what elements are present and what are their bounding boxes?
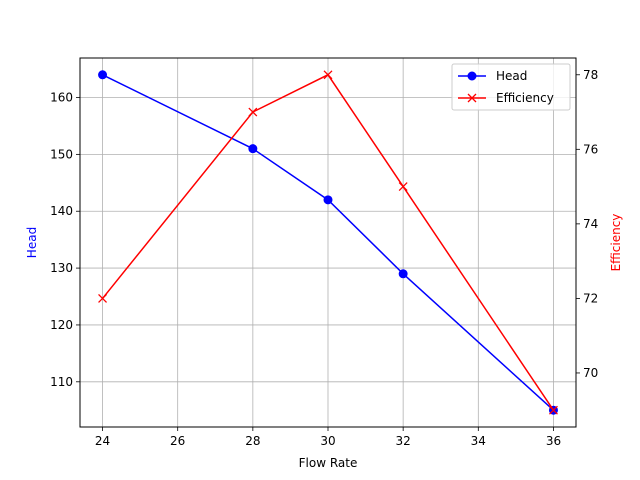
data-point: [98, 70, 108, 80]
x-tick-label: 36: [546, 434, 561, 448]
legend-marker: [467, 71, 477, 81]
data-point: [323, 70, 333, 80]
data-point: [248, 144, 258, 154]
legend-label: Head: [496, 69, 527, 83]
data-point: [548, 405, 558, 415]
y-left-tick-label: 150: [50, 147, 73, 161]
x-tick-label: 34: [471, 434, 486, 448]
legend-label: Efficiency: [496, 91, 554, 105]
data-point: [398, 182, 408, 192]
y-left-tick-label: 160: [50, 91, 73, 105]
y-left-tick-label: 110: [50, 375, 73, 389]
y-axis-left-label: Head: [25, 227, 39, 258]
legend-entries: Head Efficiency: [458, 69, 554, 105]
y-left-tick-label: 140: [50, 204, 73, 218]
data-point: [248, 107, 258, 117]
y-right-tick-label: 76: [583, 142, 598, 156]
data-point: [98, 293, 108, 303]
legend-entry: Head: [458, 69, 527, 83]
grid-lines: [80, 58, 576, 427]
series-1: [98, 70, 558, 415]
legend-entry: Efficiency: [458, 91, 554, 105]
y-right-tick-label: 78: [583, 68, 598, 82]
y-left-tick-label: 120: [50, 318, 73, 332]
y-right-tick-label: 72: [583, 291, 598, 305]
x-axis-label: Flow Rate: [299, 456, 358, 470]
data-point: [323, 195, 333, 205]
legend: Head Efficiency: [451, 63, 571, 111]
y-left-tick-label: 130: [50, 261, 73, 275]
x-tick-label: 30: [320, 434, 335, 448]
y-axis-right-label: Efficiency: [609, 214, 623, 272]
y-right-tick-label: 74: [583, 217, 598, 231]
legend-marker: [467, 93, 477, 103]
x-tick-label: 32: [396, 434, 411, 448]
data-point: [398, 269, 408, 279]
x-tick-label: 28: [245, 434, 260, 448]
x-tick-label: 24: [95, 434, 110, 448]
series-layer: [98, 70, 558, 415]
x-tick-label: 26: [170, 434, 185, 448]
y-right-tick-label: 70: [583, 366, 598, 380]
axis-ticks: 24 26 28 30 32 34 36 110 120 130 140 150 160 70 72 74 76…: [50, 68, 598, 448]
